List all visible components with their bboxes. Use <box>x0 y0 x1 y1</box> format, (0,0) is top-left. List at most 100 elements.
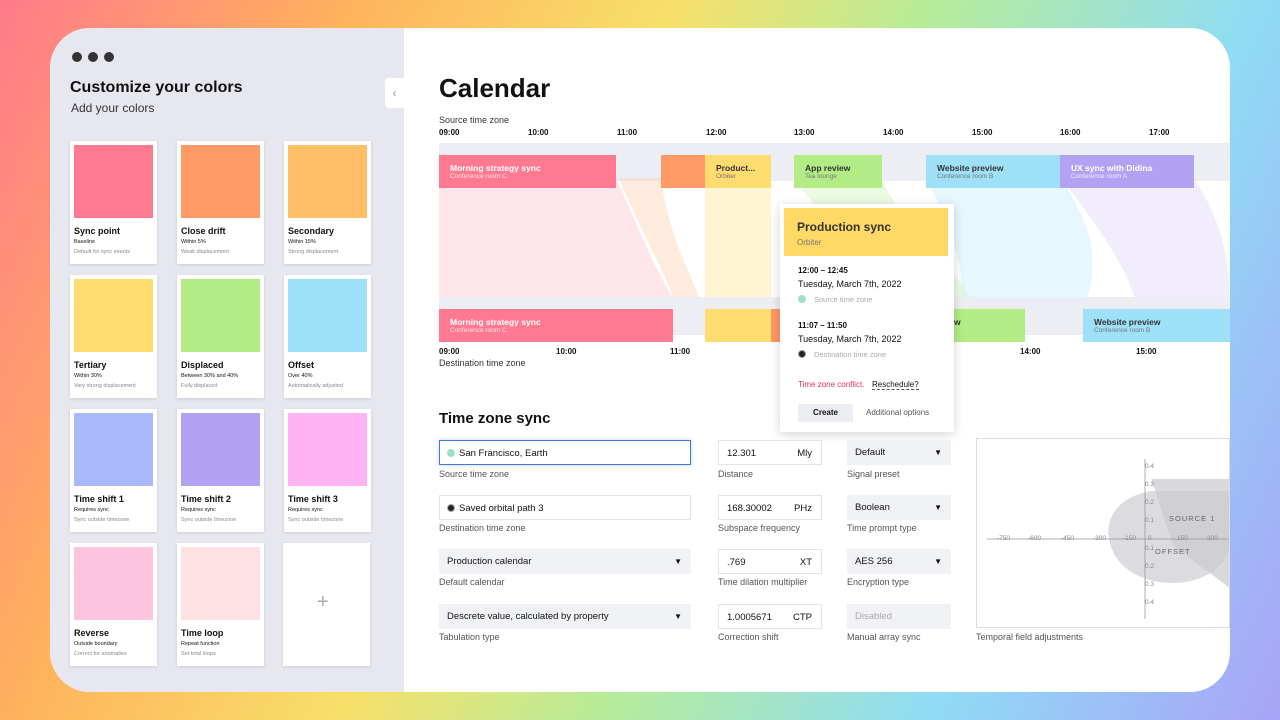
card-name: Offset <box>288 360 315 370</box>
field-label: Distance <box>718 469 754 479</box>
event-title: Morning strategy sync <box>450 317 541 327</box>
color-swatch[interactable] <box>288 413 367 486</box>
reschedule-link[interactable]: Reschedule? <box>872 380 919 390</box>
time-dilation-input[interactable]: .769 XT <box>718 549 822 574</box>
color-card[interactable]: Tertiary Within 30% Very strong displace… <box>70 275 157 398</box>
color-swatch[interactable] <box>288 145 367 218</box>
color-swatch[interactable] <box>181 279 260 352</box>
temporal-field-plot[interactable]: -750 -600 -450 -300 -150 0 150 300 0.4 0… <box>976 438 1230 628</box>
color-swatch[interactable] <box>74 413 153 486</box>
color-card[interactable]: Offset Over 40% Automatically adjusted <box>284 275 371 398</box>
color-card[interactable]: Time shift 3 Requires sync Sync outside … <box>284 409 371 532</box>
caret-down-icon: ▼ <box>934 503 942 512</box>
caret-down-icon: ▼ <box>934 448 942 457</box>
unit-label: PHz <box>794 503 812 514</box>
event-block[interactable]: Morning strategy sync Conference room C <box>439 155 616 188</box>
conflict-warning: Time zone conflict. <box>798 380 865 389</box>
field-label: Source time zone <box>439 469 510 479</box>
destination-zone-dot-icon <box>798 350 806 358</box>
card-note: Very strong displacement <box>74 383 136 389</box>
event-location: Conference room C <box>450 173 507 180</box>
card-note: Sync outside timezone <box>181 517 237 523</box>
color-card[interactable]: Sync point Baseline Default for sync eve… <box>70 141 157 264</box>
event-location: Conference room B <box>937 173 994 180</box>
event-block[interactable]: Website preview Conference room B <box>926 155 1060 188</box>
select-value: Production calendar <box>447 556 532 567</box>
source-tick: 16:00 <box>1060 128 1081 137</box>
event-block[interactable] <box>661 155 705 188</box>
tabulation-type-select[interactable]: Descrete value, calculated by property ▼ <box>439 604 691 629</box>
time-flow-ribbons <box>439 178 1230 313</box>
color-card[interactable]: Secondary Within 15% Strong displacement <box>284 141 371 264</box>
event-block[interactable]: Morning strategy sync Conference room C <box>439 309 673 342</box>
destination-tick: 11:00 <box>670 347 691 356</box>
input-value: 1.0005671 <box>727 612 772 623</box>
plot-canvas <box>987 459 1229 619</box>
color-card[interactable]: Displaced Between 30% and 40% Fully disp… <box>177 275 264 398</box>
event-block[interactable]: UX sync with Didina Conference room A <box>1060 155 1194 188</box>
color-swatch[interactable] <box>181 145 260 218</box>
encryption-type-select[interactable]: AES 256 ▼ <box>847 549 951 574</box>
color-card[interactable]: Time shift 1 Requires sync Sync outside … <box>70 409 157 532</box>
color-swatch[interactable] <box>74 547 153 620</box>
popover-title: Production sync <box>797 220 892 234</box>
color-card[interactable]: Time shift 2 Requires sync Sync outside … <box>177 409 264 532</box>
additional-options-link[interactable]: Additional options <box>866 408 930 417</box>
destination-zone-label: Destination time zone <box>439 358 526 368</box>
default-calendar-select[interactable]: Production calendar ▼ <box>439 549 691 574</box>
card-name: Time shift 3 <box>288 494 338 504</box>
window-dot[interactable] <box>72 52 82 62</box>
source-zone-input[interactable]: San Francisco, Earth <box>439 440 691 465</box>
event-block[interactable]: Website preview Conference room B <box>1083 309 1230 342</box>
field-label: Time prompt type <box>847 523 917 533</box>
plus-icon[interactable]: + <box>317 591 329 613</box>
event-block[interactable] <box>705 309 771 342</box>
color-swatch[interactable] <box>181 413 260 486</box>
source-zone-value: San Francisco, Earth <box>459 448 548 459</box>
distance-input[interactable]: 12.301 Mly <box>718 440 822 465</box>
manual-array-sync-input[interactable]: Disabled <box>847 604 951 629</box>
signal-preset-select[interactable]: Default ▼ <box>847 440 951 465</box>
card-name: Secondary <box>288 226 335 236</box>
window-dot[interactable] <box>104 52 114 62</box>
source-marker-label: SOURCE 1 <box>1169 514 1216 523</box>
source-tick: 12:00 <box>706 128 727 137</box>
source-date: Tuesday, March 7th, 2022 <box>798 279 902 289</box>
event-block[interactable] <box>771 309 781 342</box>
x-tick: -300 <box>1093 535 1107 542</box>
page-title: Calendar <box>439 73 551 103</box>
color-swatch[interactable] <box>288 279 367 352</box>
event-block[interactable]: Product... Orbiter <box>705 155 771 188</box>
destination-date: Tuesday, March 7th, 2022 <box>798 334 902 344</box>
window-dot[interactable] <box>88 52 98 62</box>
add-color-card[interactable]: + <box>283 543 370 666</box>
color-card[interactable]: Time loop Repeat function Set total loop… <box>177 543 264 666</box>
select-value: Default <box>855 447 886 458</box>
destination-time-range: 11:07 – 11:50 <box>798 321 847 330</box>
x-tick: 300 <box>1207 535 1218 542</box>
source-tick: 14:00 <box>883 128 904 137</box>
subspace-frequency-input[interactable]: 168.30002 PHz <box>718 495 822 520</box>
color-swatch[interactable] <box>181 547 260 620</box>
create-button[interactable]: Create <box>798 404 853 422</box>
event-location: Conference room B <box>1094 327 1151 334</box>
app-window: Customize your colors Add your colors Sy… <box>50 28 1230 692</box>
destination-zone-dot-icon <box>447 504 455 512</box>
correction-shift-input[interactable]: 1.0005671 CTP <box>718 604 822 629</box>
event-block[interactable]: App review Tea lounge <box>794 155 882 188</box>
flow-ribbon <box>439 178 673 313</box>
y-tick: 0.1 <box>1145 517 1155 524</box>
y-tick: 0.2 <box>1145 563 1155 570</box>
time-prompt-select[interactable]: Boolean ▼ <box>847 495 951 520</box>
plot-label: Temporal field adjustments <box>976 632 1084 642</box>
caret-down-icon: ▼ <box>674 612 682 621</box>
card-desc: Repeat function <box>181 641 220 647</box>
color-swatch[interactable] <box>74 279 153 352</box>
y-tick: 0.1 <box>1145 545 1155 552</box>
color-card[interactable]: Close drift Within 5% Weak displacement <box>177 141 264 264</box>
destination-zone-input[interactable]: Saved orbital path 3 <box>439 495 691 520</box>
chevron-left-icon[interactable]: ‹ <box>385 78 404 108</box>
color-card[interactable]: Reverse Outside boundary Correct for ano… <box>70 543 157 666</box>
color-swatch[interactable] <box>74 145 153 218</box>
card-desc: Requires sync <box>288 507 323 513</box>
